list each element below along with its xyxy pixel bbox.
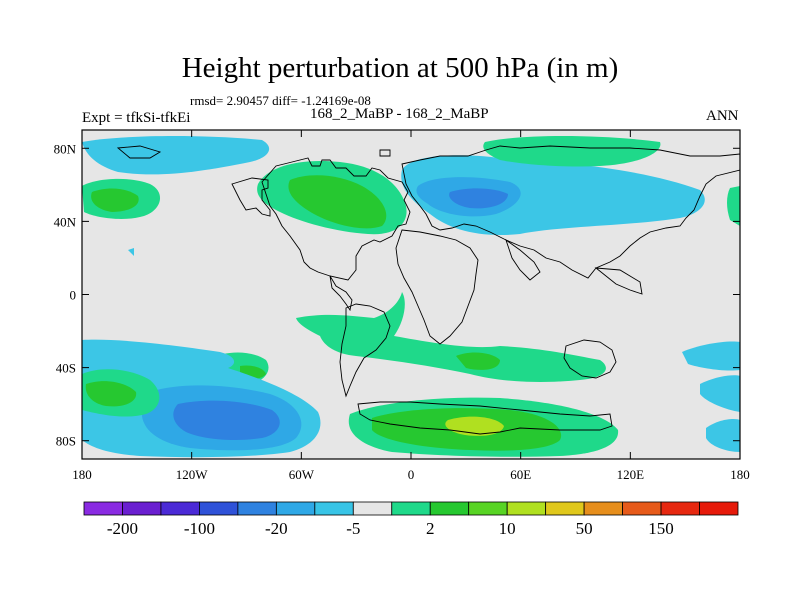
- experiment-label: Expt = tfkSi-tfkEi: [82, 110, 191, 126]
- contour-west-pacific-core: [91, 188, 139, 212]
- colorbar-swatch: [314, 501, 354, 516]
- colorbar-swatch: [160, 501, 200, 516]
- coast-india-arabia: [505, 238, 541, 281]
- x-tick-label: 120E: [617, 467, 645, 482]
- contour-south-atlantic-positive: [296, 292, 606, 382]
- colorbar-label: -200: [107, 519, 138, 538]
- colorbar: -200 -100 -20 -5 2 10 50 150: [83, 501, 739, 538]
- coast-north-america: [261, 157, 411, 281]
- colorbar-swatch: [545, 501, 585, 516]
- coast-southeast-asia: [594, 267, 643, 295]
- coast-australia: [563, 339, 617, 379]
- colorbar-swatch: [506, 501, 547, 516]
- coast-greenland: [231, 177, 271, 217]
- colorbar-label: -5: [346, 519, 360, 538]
- colorbar-label: -20: [265, 519, 288, 538]
- y-tick-label: 0: [70, 288, 77, 303]
- coast-antarctica: [357, 401, 613, 435]
- y-tick-label: 80N: [54, 141, 77, 156]
- colorbar-swatch: [468, 501, 508, 516]
- colorbar-label: 2: [426, 519, 435, 538]
- contour-antarctic-negative: [706, 418, 740, 452]
- contour-dateline-positive: [727, 186, 740, 226]
- colorbar-swatch: [699, 501, 739, 516]
- y-tick-label: 80S: [56, 434, 76, 449]
- contour-south-west-core: [85, 381, 137, 407]
- x-tick-label: 180: [72, 467, 92, 482]
- coast-eurasia: [401, 145, 740, 279]
- x-tick-label: 60W: [289, 467, 315, 482]
- colorbar-label: 150: [648, 519, 674, 538]
- contour-north-pacific-positive: [82, 136, 270, 175]
- coast-central-america: [329, 275, 353, 312]
- colorbar-swatch: [622, 501, 662, 516]
- colorbar-swatch: [429, 501, 470, 516]
- colorbar-label: 10: [499, 519, 516, 538]
- case-subtitle: 168_2_MaBP - 168_2_MaBP: [310, 106, 489, 122]
- colorbar-swatch: [83, 501, 123, 516]
- colorbar-swatch: [352, 501, 393, 516]
- coast-arctic-island-2: [379, 149, 391, 157]
- coast-africa: [395, 229, 479, 345]
- contour-arctic-positive: [483, 136, 661, 167]
- colorbar-swatch: [660, 501, 700, 516]
- colorbar-label: 50: [576, 519, 593, 538]
- colorbar-swatch: [122, 501, 162, 516]
- colorbar-swatch: [275, 501, 316, 516]
- contour-south-pacific-core: [173, 400, 280, 440]
- rmsd-diff-stats: rmsd= 2.90457 diff= -1.24169e-08: [190, 93, 371, 108]
- contour-southern-ocean-core: [456, 352, 500, 370]
- contour-eurasia-inner: [449, 188, 508, 209]
- season-label: ANN: [706, 108, 739, 124]
- y-tick-label: 40N: [54, 214, 77, 229]
- coast-south-america: [339, 303, 391, 398]
- colorbar-swatch: [199, 501, 239, 516]
- contour-north-atlantic-core: [288, 175, 387, 229]
- colorbar-swatch: [583, 501, 623, 516]
- x-tick-label: 180: [730, 467, 750, 482]
- coastlines: [116, 145, 740, 435]
- contour-southeast-pacific-negative: [682, 341, 740, 371]
- coast-arctic-islands: [116, 145, 162, 159]
- y-tick-label: 40S: [56, 361, 76, 376]
- colorbar-label: -100: [184, 519, 215, 538]
- page-title: Height perturbation at 500 hPa (in m): [181, 52, 619, 84]
- colorbar-swatch: [237, 501, 277, 516]
- x-tick-label: 0: [408, 467, 415, 482]
- contour-fill-layer: [82, 136, 740, 458]
- x-tick-label: 60E: [510, 467, 531, 482]
- axis-ticks: 180 120W 60W 0 60E 120E 180 80N 40N 0 40S 80S: [54, 130, 750, 482]
- colorbar-swatch: [391, 501, 431, 516]
- contour-small-pacific-negative: [128, 248, 134, 256]
- x-tick-label: 120W: [176, 467, 209, 482]
- contour-southwest-pacific-negative: [700, 375, 740, 412]
